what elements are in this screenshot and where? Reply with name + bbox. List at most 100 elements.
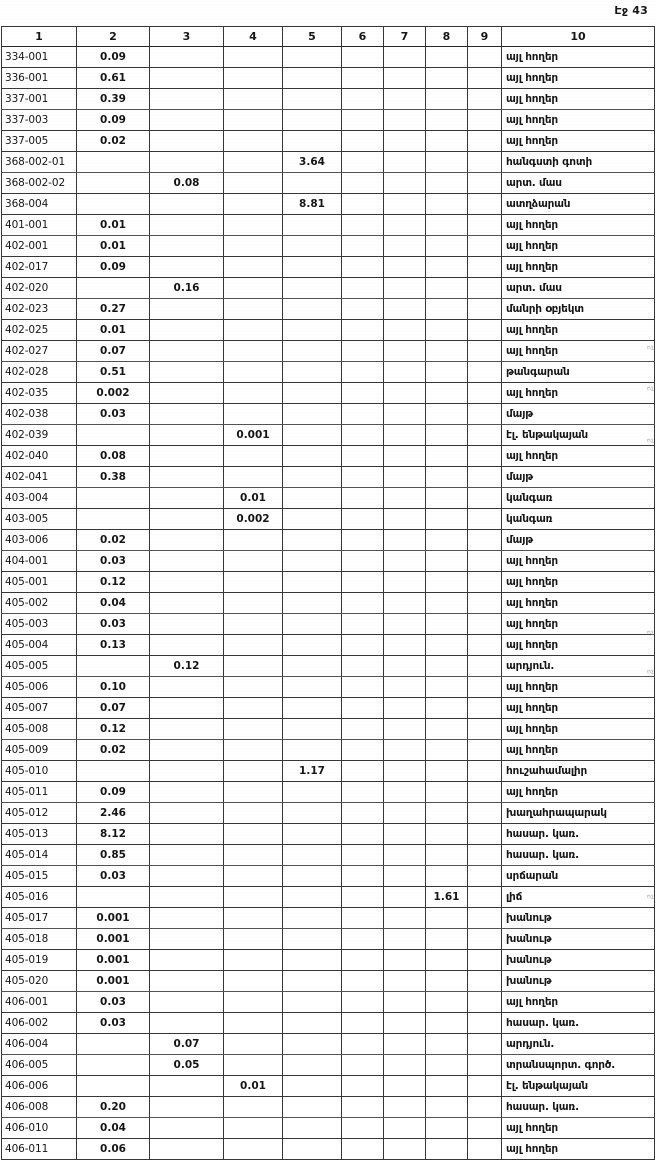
cell-value-4: [223, 697, 283, 719]
cell-value-7: [383, 403, 426, 425]
table-row: 405-011 0.09 այլ հողեր: [1, 781, 655, 803]
cell-value-4: [223, 1054, 283, 1076]
cell-value-6: [341, 319, 384, 341]
cell-value-7: [383, 1075, 426, 1097]
cell-value-9: [467, 193, 502, 215]
cell-value-6: [341, 445, 384, 467]
cell-value-3: [149, 781, 224, 803]
cell-value-9: [467, 298, 502, 320]
cell-value-2: 0.001: [76, 970, 150, 992]
cell-value-3: [149, 760, 224, 782]
cell-value-2: 0.12: [76, 571, 150, 593]
cell-value-4: [223, 886, 283, 908]
cell-description: էլ. ենթակայան: [501, 424, 655, 446]
cell-value-9: [467, 781, 502, 803]
cell-value-5: [282, 130, 342, 152]
cell-value-7: [383, 592, 426, 614]
cell-description: այլ հողեր: [501, 592, 655, 614]
cell-value-3: [149, 571, 224, 593]
cell-value-6: [341, 403, 384, 425]
cell-value-7: [383, 886, 426, 908]
cell-value-8: [425, 739, 468, 761]
cell-value-8: [425, 298, 468, 320]
cell-value-6: [341, 1012, 384, 1034]
cell-value-8: [425, 1054, 468, 1076]
cell-code: 402-039: [1, 424, 77, 446]
cell-value-5: [282, 802, 342, 824]
cell-value-3: [149, 907, 224, 929]
cell-value-2: 0.01: [76, 235, 150, 257]
cell-value-8: [425, 676, 468, 698]
cell-description: սրճարան: [501, 865, 655, 887]
cell-value-5: [282, 46, 342, 68]
cell-description: արդյուն.: [501, 1033, 655, 1055]
cell-value-4: [223, 340, 283, 362]
cell-value-9: [467, 739, 502, 761]
cell-value-8: [425, 151, 468, 173]
cell-value-4: [223, 613, 283, 635]
cell-value-9: [467, 1075, 502, 1097]
cell-value-9: [467, 445, 502, 467]
cell-value-2: 0.01: [76, 319, 150, 341]
column-header-2: 2: [76, 26, 150, 47]
cell-value-8: [425, 424, 468, 446]
cell-description: այլ հողեր: [501, 319, 655, 341]
cell-value-5: [282, 67, 342, 89]
cell-value-6: [341, 676, 384, 698]
table-row: 405-013 8.12 հասար. կառ.: [1, 823, 655, 845]
cell-value-5: [282, 256, 342, 278]
cell-value-6: [341, 88, 384, 110]
table-row: 401-001 0.01 այլ հողեր: [1, 214, 655, 236]
cell-value-2: 0.61: [76, 67, 150, 89]
cell-value-2: 0.02: [76, 130, 150, 152]
cell-code: 403-004: [1, 487, 77, 509]
cell-value-2: [76, 193, 150, 215]
cell-value-6: [341, 214, 384, 236]
cell-value-7: [383, 340, 426, 362]
cell-value-4: [223, 928, 283, 950]
table-row: 368-004 8.81 ատղձարան: [1, 193, 655, 215]
cell-value-7: [383, 823, 426, 845]
table-row: 405-017 0.001 խանութ: [1, 907, 655, 929]
cell-value-5: [282, 739, 342, 761]
cell-value-6: [341, 781, 384, 803]
cell-value-2: 0.38: [76, 466, 150, 488]
cell-value-6: [341, 592, 384, 614]
cell-value-3: [149, 928, 224, 950]
cell-description: խանութ: [501, 949, 655, 971]
cell-value-3: [149, 508, 224, 530]
cell-value-3: [149, 88, 224, 110]
cell-value-2: 0.04: [76, 1117, 150, 1139]
cell-value-3: [149, 886, 224, 908]
table-row: 368-002-02 0.08 արտ. մաս: [1, 172, 655, 194]
cell-code: 405-011: [1, 781, 77, 803]
cell-value-8: [425, 466, 468, 488]
cell-value-4: 0.001: [223, 424, 283, 446]
cell-code: 405-003: [1, 613, 77, 635]
cell-code: 402-041: [1, 466, 77, 488]
cell-code: 405-006: [1, 676, 77, 698]
cell-value-8: [425, 109, 468, 131]
cell-value-7: [383, 1138, 426, 1160]
cell-value-3: [149, 739, 224, 761]
cell-description: կանգառ: [501, 508, 655, 530]
cell-code: 405-007: [1, 697, 77, 719]
cell-value-3: 0.07: [149, 1033, 224, 1055]
land-parcel-table: 1 2 3 4 5 6 7 8 9 10 334-001 0.09 այլ հողե…: [1, 26, 655, 1160]
cell-value-6: [341, 844, 384, 866]
cell-value-7: [383, 151, 426, 173]
margin-annotation: ոչ: [646, 892, 655, 901]
cell-code: 405-016: [1, 886, 77, 908]
cell-value-8: [425, 571, 468, 593]
cell-value-6: [341, 655, 384, 677]
cell-value-5: [282, 361, 342, 383]
cell-value-9: [467, 382, 502, 404]
cell-value-5: [282, 277, 342, 299]
cell-value-9: [467, 865, 502, 887]
cell-value-8: [425, 361, 468, 383]
cell-value-8: [425, 256, 468, 278]
cell-value-6: [341, 277, 384, 299]
cell-code: 337-001: [1, 88, 77, 110]
cell-value-9: [467, 340, 502, 362]
cell-value-7: [383, 1012, 426, 1034]
